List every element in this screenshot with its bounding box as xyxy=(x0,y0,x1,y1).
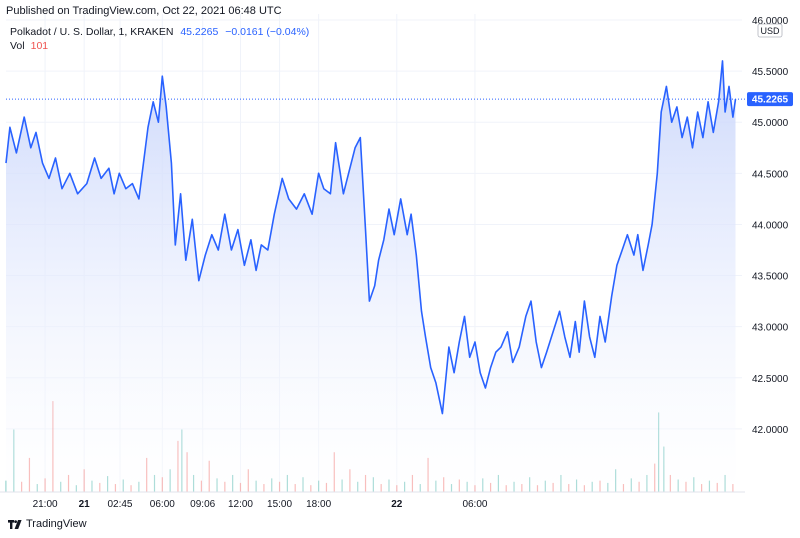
y-tick-label: 42.5000 xyxy=(752,374,789,385)
x-tick-label: 15:00 xyxy=(267,499,292,510)
x-tick-label: 12:00 xyxy=(228,499,253,510)
brand-name: TradingView xyxy=(26,518,87,530)
price-change: −0.0161 (−0.04%) xyxy=(225,26,310,38)
x-tick-label: 06:00 xyxy=(462,499,487,510)
y-tick-label: 45.5000 xyxy=(752,67,789,78)
y-tick-label: 46.0000 xyxy=(752,16,789,27)
publish-caption: Published on TradingView.com, Oct 22, 20… xyxy=(6,5,282,17)
tradingview-logo-icon xyxy=(8,519,22,529)
x-tick-label: 21 xyxy=(79,499,91,510)
x-tick-label: 22 xyxy=(391,499,403,510)
y-tick-label: 42.0000 xyxy=(752,425,789,436)
x-tick-label: 21:00 xyxy=(33,499,58,510)
y-tick-label: 43.5000 xyxy=(752,272,789,283)
x-tick-label: 06:00 xyxy=(150,499,175,510)
y-tick-label: 44.0000 xyxy=(752,220,789,231)
y-tick-label: 44.5000 xyxy=(752,169,789,180)
volume-legend: Vol 101 xyxy=(10,40,48,52)
price-axis[interactable]: 46.0000 45.5000 45.0000 44.5000 44.0000 43.50… xyxy=(752,16,789,436)
price-area-fill xyxy=(6,60,736,493)
x-tick-label: 02:45 xyxy=(107,499,132,510)
y-tick-label: 45.0000 xyxy=(752,118,789,129)
svg-text:45.2265: 45.2265 xyxy=(752,95,789,106)
tradingview-brand[interactable]: TradingView xyxy=(8,518,87,530)
volume-value: 101 xyxy=(30,40,49,52)
last-value: 45.2265 xyxy=(180,26,219,38)
last-price-tag: 45.2265 xyxy=(747,92,793,107)
currency-label: USD xyxy=(757,23,783,38)
x-tick-label: 09:06 xyxy=(190,499,215,510)
volume-label: Vol xyxy=(10,40,25,52)
x-tick-label: 18:00 xyxy=(306,499,331,510)
time-axis[interactable]: 21:00 21 02:45 06:00 09:06 12:00 15:00 18:00 22 0… xyxy=(0,491,745,510)
svg-text:USD: USD xyxy=(760,26,780,36)
symbol-title: Polkadot / U. S. Dollar, 1, KRAKEN xyxy=(10,26,174,38)
price-line xyxy=(5,60,737,415)
y-tick-label: 43.0000 xyxy=(752,323,789,334)
symbol-legend: Polkadot / U. S. Dollar, 1, KRAKEN 45.22… xyxy=(10,26,309,38)
